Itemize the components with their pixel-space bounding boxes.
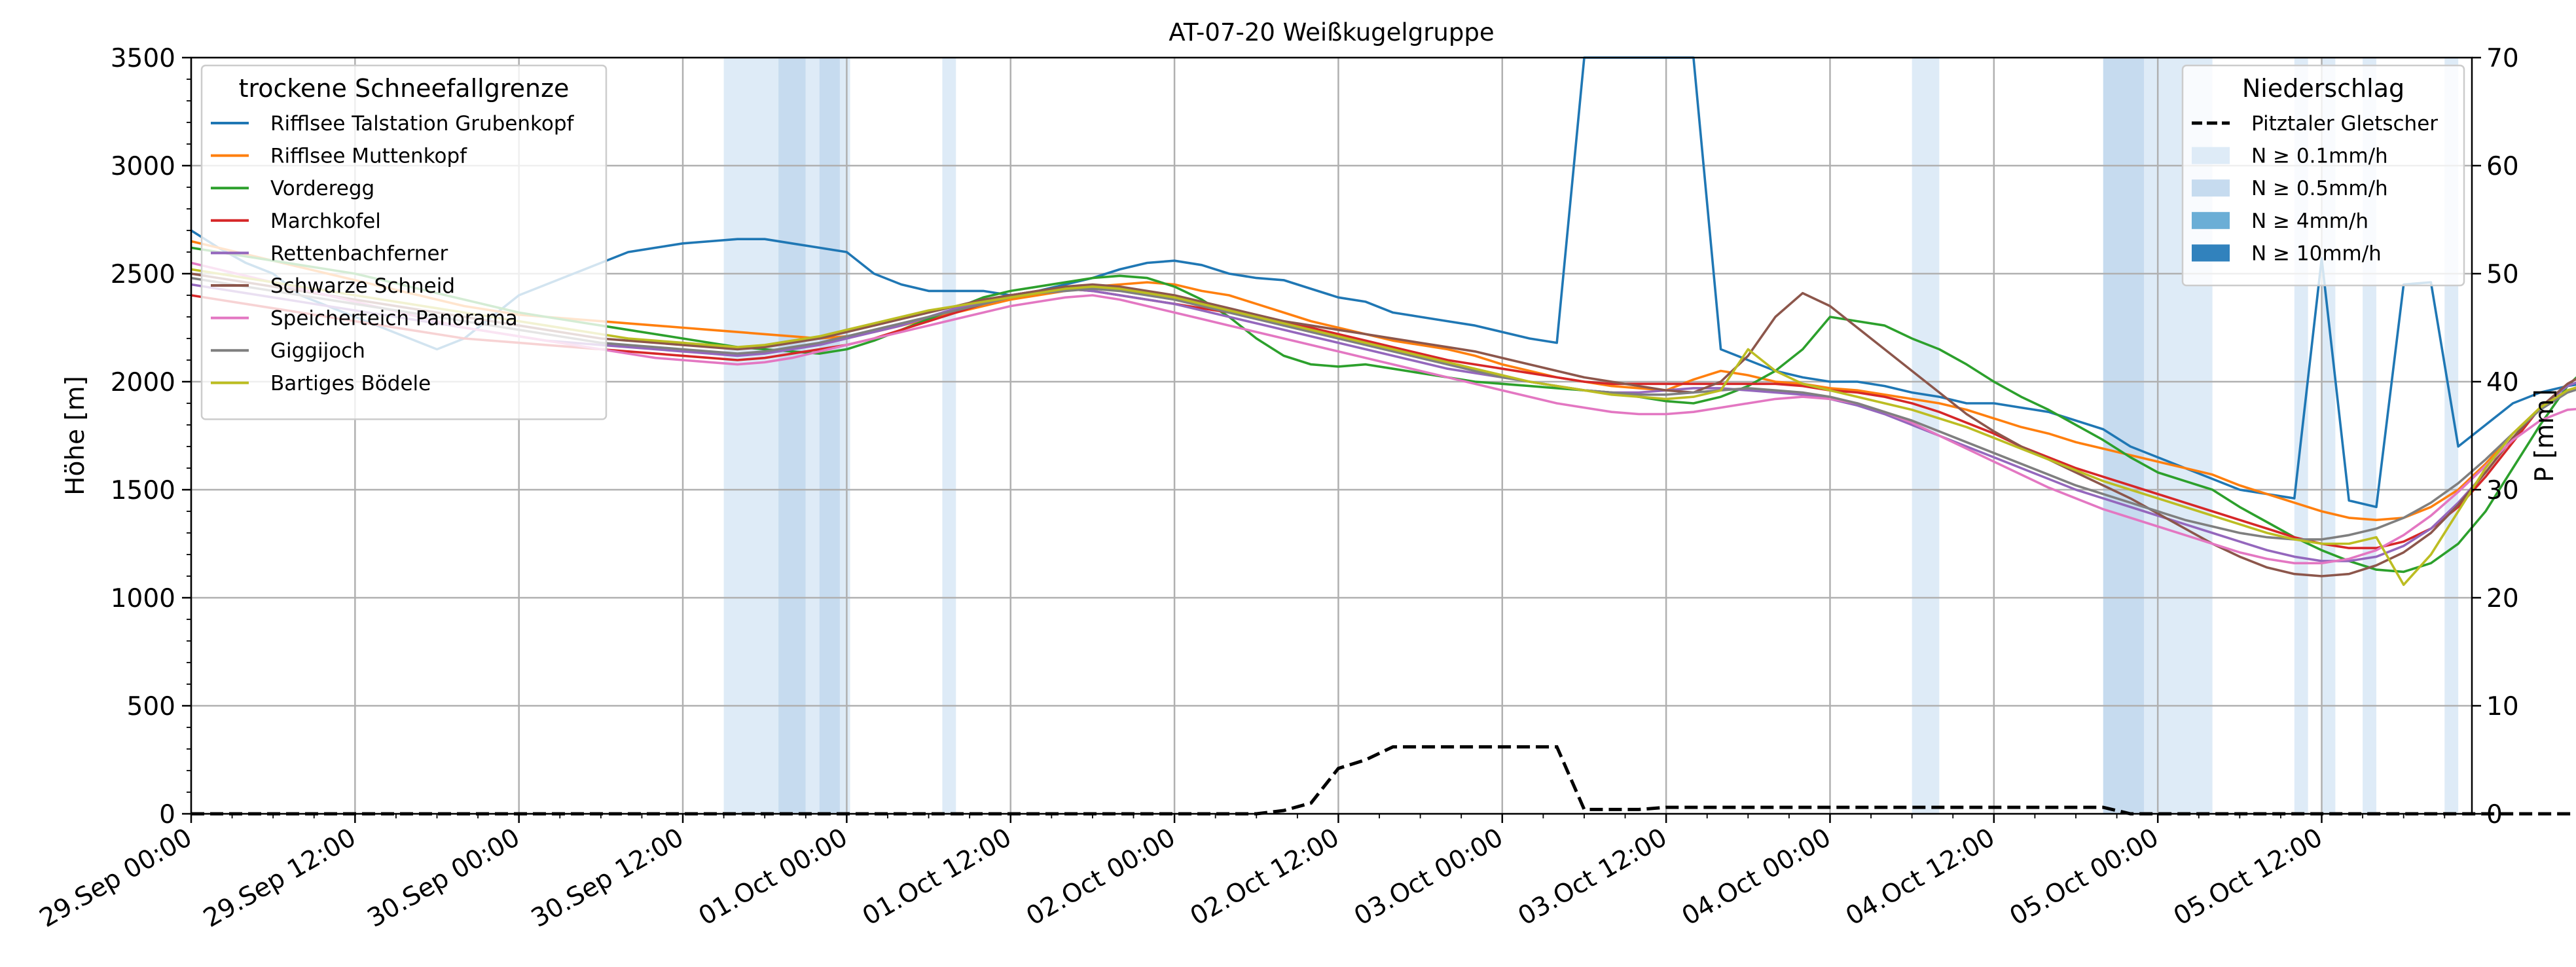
legend-right-label-4: N ≥ 10mm/h [2251,242,2382,265]
legend-left-label-1: Rifflsee Muttenkopf [270,145,467,168]
series-lines [190,56,2576,587]
legend-right-label-2: N ≥ 0.5mm/h [2251,177,2388,200]
legend-right-label-1: N ≥ 0.1mm/h [2251,145,2388,168]
precip-band-2 [805,58,820,814]
y2-axis-label: P [mm] [2530,389,2560,482]
y2-tick-label-5: 50 [2486,260,2519,289]
legend-left: trockene Schneefallgrenze Rifflsee Talsta… [200,64,608,420]
legend-right-label-0: Pitztaler Gletscher [2251,112,2438,136]
legend-left-title: trockene Schneefallgrenze [239,74,570,103]
y2-tick-label-0: 0 [2486,800,2503,830]
series-line-8 [190,268,2576,587]
legend-left-label-2: Vorderegg [270,177,374,200]
chart-title: AT-07-20 Weißkugelgruppe [1169,18,1494,46]
legend-right-swatch-1 [2192,147,2230,164]
y-axis-label: Höhe [m] [61,376,90,496]
legend-left-label-7: Giggijoch [270,339,365,363]
plot-frame [190,56,2473,815]
y-tick-label-0: 0 [159,800,175,830]
precip-band-6 [1912,58,1940,814]
precip-band-4 [839,58,850,814]
series-line-6 [190,261,2576,565]
y2-tick-label-3: 30 [2486,476,2519,505]
precip-band-3 [819,58,840,814]
y-tick-label-5: 2500 [111,260,175,289]
precip-band-1 [778,58,806,814]
y-tick-label-3: 1500 [111,476,175,505]
legend-left-label-6: Speicherteich Panorama [270,307,518,331]
legend-left-label-5: Schwarze Schneid [270,274,455,298]
y2-tick-label-7: 70 [2486,44,2519,73]
y-tick-label-4: 2000 [111,368,175,397]
y-tick-label-1: 500 [127,692,175,721]
y-tick-label-7: 3500 [111,44,175,73]
legend-left-label-3: Marchkofel [270,210,381,233]
precip-band-0 [723,58,779,814]
legend-right-swatch-2 [2192,179,2230,197]
legend-right: Niederschlag Pitztaler Gletscher N ≥ 0.1mm… [2181,64,2465,287]
legend-left-label-8: Bartiges Bödele [270,372,431,395]
legend-right-label-3: N ≥ 4mm/h [2251,210,2368,233]
legend-left-label-0: Rifflsee Talstation Grubenkopf [270,112,575,136]
y2-tick-label-2: 20 [2486,584,2519,613]
precip-bands [723,58,2459,814]
legend-right-box [2181,64,2465,287]
legend-right-title: Niederschlag [2242,74,2404,103]
series-line-0 [190,56,2576,509]
precip-band-7 [2103,58,2145,814]
y-tick-label-6: 3000 [111,152,175,181]
legend-right-swatch-4 [2192,244,2230,262]
legend-left-box [200,64,608,420]
series-line-2 [190,246,2576,574]
legend-right-swatch-3 [2192,211,2230,229]
y2-tick-label-4: 40 [2486,368,2519,397]
legend-left-label-4: Rettenbachferner [270,242,448,265]
precip-band-5 [942,58,956,814]
y2-tick-label-1: 10 [2486,692,2519,721]
y2-tick-label-6: 60 [2486,152,2519,181]
y-tick-label-2: 1000 [111,584,175,613]
